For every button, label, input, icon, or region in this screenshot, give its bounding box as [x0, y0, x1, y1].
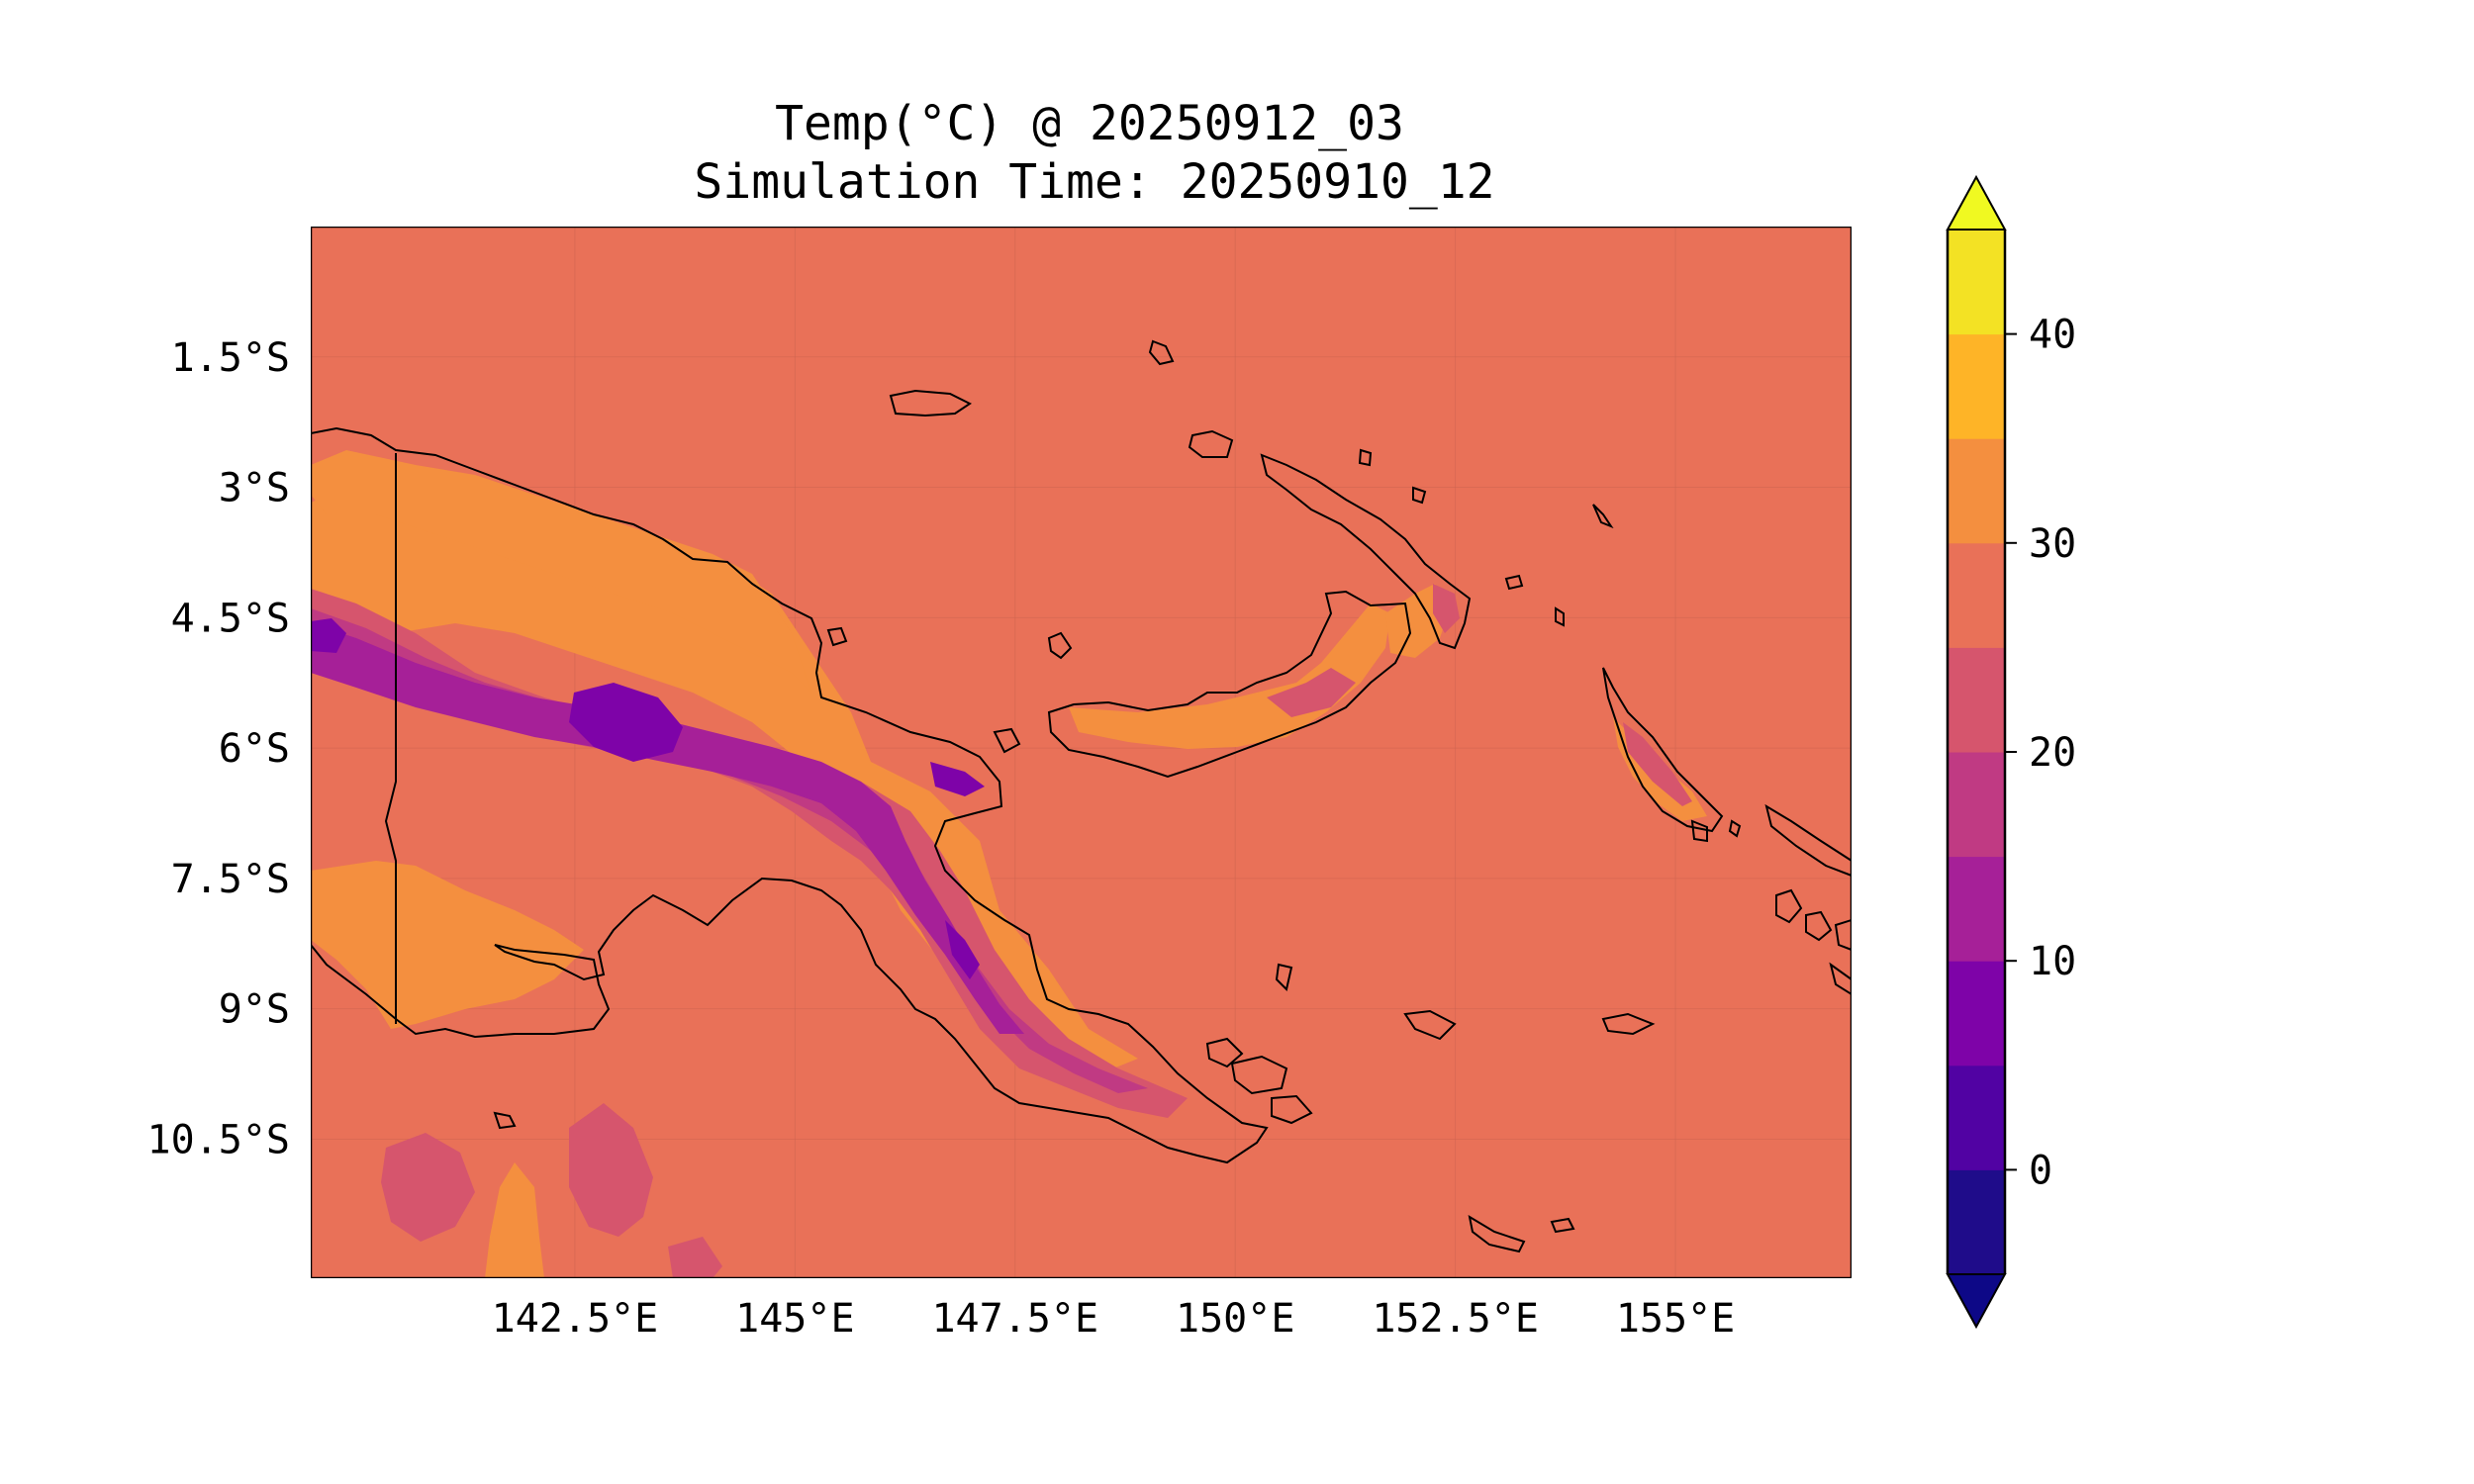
y-tick-label: 6°S [219, 726, 290, 772]
islet-6 [993, 727, 1021, 754]
new-hanover-island [1188, 429, 1234, 458]
map-panel [311, 227, 1852, 1278]
x-axis-ticks: 142.5°E 145°E 147.5°E 150°E 152.5°E 155°E [492, 1296, 1736, 1342]
x-tick-label: 145°E [735, 1296, 854, 1342]
colorbar-tick-label: 40 [2029, 313, 2076, 358]
plot-title: Temp(°C) @ 20250912_03 Simulation Time: … [694, 96, 1494, 210]
islet-12 [1728, 819, 1742, 838]
colorbar-segment [1948, 438, 2005, 544]
bougainville-cool [1623, 722, 1692, 806]
y-tick-label: 9°S [219, 987, 290, 1033]
islet-3 [1412, 486, 1427, 505]
colorbar-segment [1948, 1065, 2005, 1170]
new-ireland-coastline [1260, 453, 1472, 650]
colorbar-under-arrow [1946, 1273, 2007, 1330]
north-lowlands-band [311, 450, 811, 693]
normanby-island [1271, 1094, 1313, 1125]
fergusson-island [1230, 1055, 1288, 1095]
southwest-cool-patch-a [381, 1133, 475, 1242]
colorbar-tick-label: 0 [2029, 1148, 2052, 1193]
cape-york-band [485, 1162, 544, 1278]
summit-cold-core-west [311, 618, 346, 653]
islet-4 [1047, 631, 1073, 660]
new-ireland-cool [1433, 584, 1460, 633]
islet-13 [1550, 1217, 1575, 1234]
y-axis-ticks: 1.5°S 3°S 4.5°S 6°S 7.5°S 9°S 10.5°S [147, 335, 291, 1163]
solomon-islands-c [1805, 910, 1833, 942]
colorbar: 0 10 20 30 40 [1946, 174, 2076, 1330]
islet-9 [1504, 574, 1524, 591]
islet-14 [493, 1111, 517, 1130]
woodlark-island [1601, 1012, 1656, 1036]
new-britain-cool [1267, 668, 1356, 717]
x-tick-label: 142.5°E [492, 1296, 659, 1342]
x-tick-label: 155°E [1616, 1296, 1735, 1342]
colorbar-tick-label: 20 [2029, 730, 2076, 776]
y-tick-label: 3°S [219, 466, 290, 511]
colorbar-segment [1948, 752, 2005, 858]
islet-10 [1555, 606, 1565, 627]
main-range-10-15 [311, 623, 1024, 1034]
y-tick-label: 1.5°S [171, 335, 290, 381]
summit-cold-core-east [930, 762, 985, 796]
colorbar-segment [1948, 333, 2005, 439]
islet-7 [1275, 963, 1293, 991]
manus-island [889, 389, 972, 417]
colorbar-tick-label: 10 [2029, 939, 2076, 984]
islet-2 [1358, 448, 1373, 467]
solomon-islands-e [1829, 962, 1852, 996]
colorbar-over-arrow [1946, 174, 2007, 231]
southwest-cool-patch-c [668, 1237, 722, 1278]
new-britain-coastline [1047, 590, 1412, 779]
owen-stanley-cold-core [945, 920, 980, 979]
colorbar-segment [1948, 1169, 2005, 1275]
rossel-island [1468, 1214, 1526, 1253]
x-tick-label: 150°E [1176, 1296, 1294, 1342]
y-tick-label: 7.5°S [171, 857, 290, 902]
summit-cold-core-central [569, 683, 683, 762]
coastlines [311, 339, 1852, 1253]
goodenough-island [1205, 1037, 1244, 1068]
solomon-islands-a [1764, 803, 1852, 878]
y-tick-label: 4.5°S [171, 596, 290, 641]
southwest-lowlands-band [311, 861, 584, 1029]
new-guinea-coastline [311, 426, 1269, 1164]
southwest-cool-patch-b [569, 1103, 653, 1237]
x-tick-label: 152.5°E [1372, 1296, 1539, 1342]
islet-11 [1690, 819, 1708, 843]
bougainville-coastline [1602, 667, 1724, 833]
title-line-1: Temp(°C) @ 20250912_03 [775, 96, 1404, 151]
islet-8 [1592, 504, 1614, 529]
solomon-islands-d [1834, 918, 1852, 952]
temp-field-5-10 [311, 618, 985, 979]
colorbar-segment [1948, 856, 2005, 962]
international-border [384, 453, 397, 1024]
islet-1 [1148, 339, 1175, 366]
colorbar-tick-label: 30 [2029, 521, 2076, 567]
x-tick-label: 147.5°E [931, 1296, 1098, 1342]
trobriand-island [1403, 1009, 1457, 1041]
temp-field-10-15 [311, 623, 1024, 1034]
islet-5 [826, 626, 848, 647]
colorbar-segment [1948, 647, 2005, 753]
colorbar-segment [1948, 961, 2005, 1067]
colorbar-segment [1948, 230, 2005, 335]
y-tick-label: 10.5°S [147, 1117, 291, 1162]
solomon-islands-b [1775, 888, 1803, 924]
colorbar-segment [1948, 542, 2005, 648]
title-line-2: Simulation Time: 20250910_12 [694, 154, 1494, 210]
